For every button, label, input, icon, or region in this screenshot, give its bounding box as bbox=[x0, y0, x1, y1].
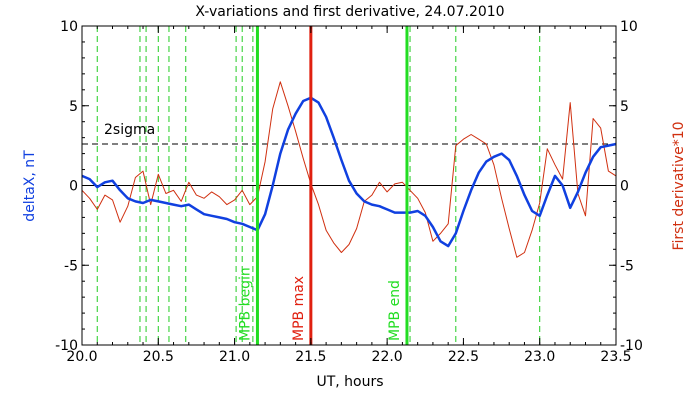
y-right-tick-label: 0 bbox=[620, 179, 629, 195]
mpb-marker-label: MPB begin bbox=[237, 267, 253, 341]
y-left-tick-label: 5 bbox=[69, 99, 78, 115]
y-axis-left-label: deltaX, nT bbox=[22, 150, 38, 222]
mpb-marker-label: MPB end bbox=[387, 280, 403, 341]
y-left-tick-label: 10 bbox=[60, 19, 78, 35]
derivative-series-line bbox=[81, 81, 617, 258]
y-right-tick-label: 10 bbox=[620, 19, 638, 35]
y-right-tick-label: -5 bbox=[620, 258, 634, 274]
threshold-label: 2sigma bbox=[104, 122, 155, 138]
x-tick-label: 23.5 bbox=[600, 349, 631, 365]
deltax-series-line bbox=[81, 96, 617, 248]
x-tick-label: 22.0 bbox=[372, 349, 403, 365]
x-tick-label: 20.5 bbox=[143, 349, 174, 365]
axes: 20.0 20.5 21.0 21.5 22.0 22.5 23.0 23.5 10 5 0 -5 -1… bbox=[55, 19, 643, 365]
x-tick-label: 21.0 bbox=[219, 349, 250, 365]
y-left-tick-label: -10 bbox=[55, 338, 78, 354]
candidate-lines bbox=[96, 26, 541, 345]
x-tick-label: 20.0 bbox=[66, 349, 97, 365]
y-left-tick-label: 0 bbox=[69, 179, 78, 195]
y-left-tick-label: -5 bbox=[64, 258, 78, 274]
x-axis-label: UT, hours bbox=[316, 374, 383, 390]
x-tick-label: 23.0 bbox=[524, 349, 555, 365]
y-right-tick-label: 5 bbox=[620, 99, 629, 115]
mpb-markers: MPB begin MPB max MPB end bbox=[237, 26, 409, 345]
y-axis-right-label: First derivative*10 bbox=[671, 121, 687, 250]
x-tick-label: 22.5 bbox=[448, 349, 479, 365]
y-right-tick-label: -10 bbox=[620, 338, 643, 354]
mpb-marker-label: MPB max bbox=[291, 276, 307, 341]
chart-title: X-variations and first derivative, 24.07… bbox=[195, 4, 504, 20]
x-tick-label: 21.5 bbox=[295, 349, 326, 365]
series-layer bbox=[81, 81, 617, 258]
reference-lines bbox=[82, 143, 616, 186]
